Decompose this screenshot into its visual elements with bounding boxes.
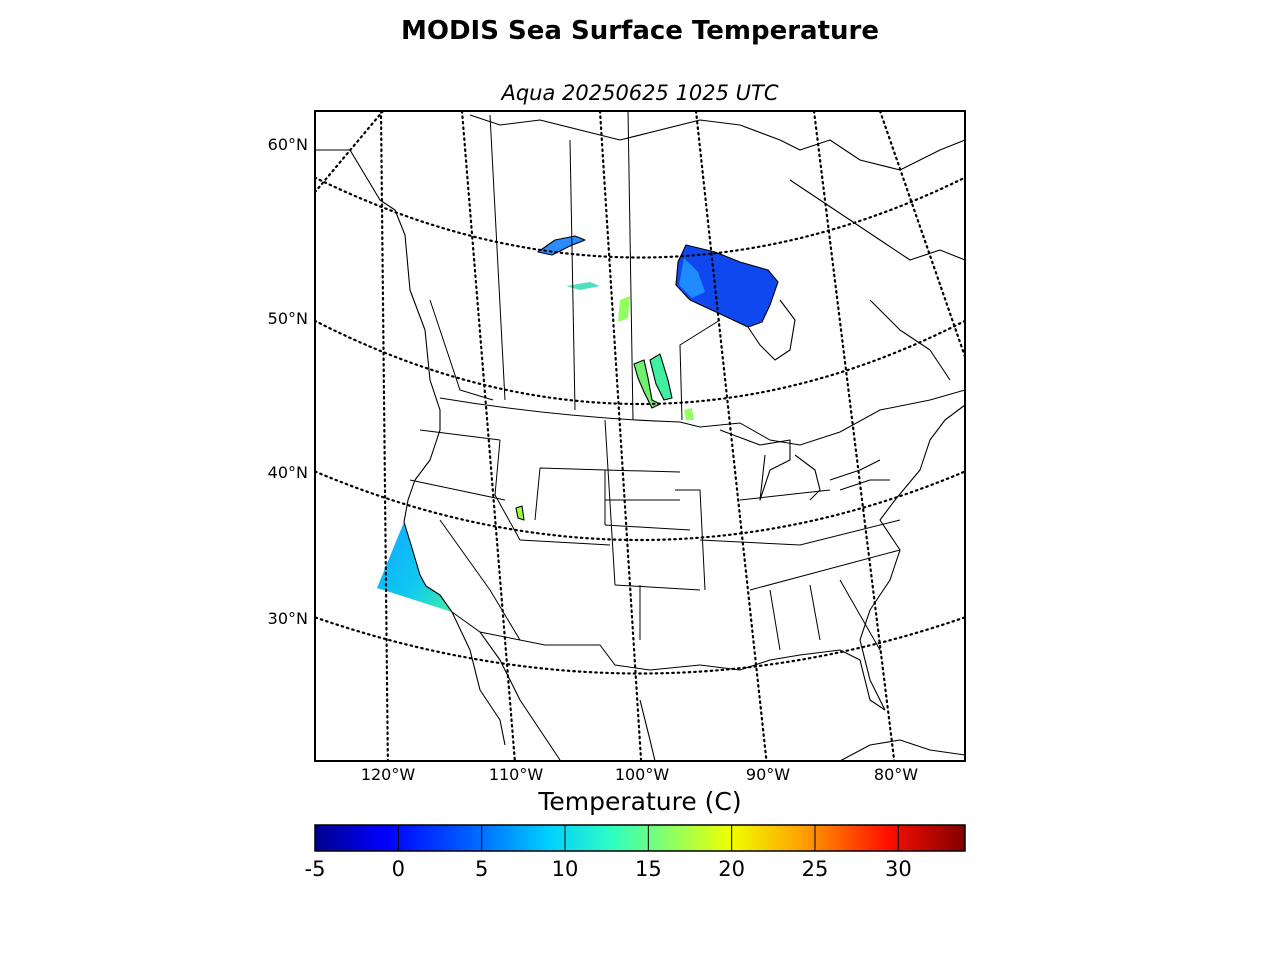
colorbar-tick-label: 10 [552, 857, 579, 881]
pacific-coast [315, 149, 453, 613]
sst-lake-winnipeg [650, 354, 672, 400]
lat-label-30n: 30°N [268, 609, 308, 628]
map-frame [314, 110, 966, 762]
map-panel [314, 110, 966, 762]
sst-lake-manitoba [634, 360, 660, 408]
colorbar-tick-label: 15 [635, 857, 662, 881]
coastlines [315, 114, 965, 761]
figure-title: MODIS Sea Surface Temperature [401, 16, 879, 46]
us-state-grid-east [699, 489, 901, 651]
colorbar-tick-label: 0 [392, 857, 405, 881]
colorbar-tick-label: 20 [718, 857, 745, 881]
colorbar-ticks: -5 0 5 10 15 20 25 30 [305, 825, 912, 881]
colorbar-tick-label: 30 [885, 857, 912, 881]
colorbar-label: Temperature (C) [537, 787, 741, 816]
great-salt-lake [515, 505, 525, 521]
parallel-60n [315, 176, 965, 259]
mexico-gulf-coast [639, 649, 886, 761]
lon-label-110w: 110°W [489, 765, 544, 784]
meridian-80w [812, 111, 896, 761]
canada-province-lines [429, 111, 721, 421]
lake-winnipeg [649, 353, 673, 401]
colorbar: Temperature (C) -5 0 5 10 15 20 25 30 [305, 787, 966, 881]
labrador-coast [789, 179, 965, 381]
sst-hudson-bay-warm [679, 258, 705, 298]
lake-athabasca [537, 235, 586, 256]
sst-hudson-bay [676, 245, 778, 327]
sst-small-lake-1 [566, 282, 600, 290]
colorbar-gradient [314, 824, 966, 852]
colorbar-tick-label: 25 [802, 857, 829, 881]
lon-label-80w: 80°W [874, 765, 918, 784]
meridian-70w [878, 111, 965, 361]
colorbar-tick-label: -5 [305, 857, 326, 881]
parallel-30n [315, 616, 965, 675]
james-bay-coast [747, 299, 796, 361]
lat-label-50n: 50°N [268, 309, 308, 328]
sst-pacific-coast [377, 522, 452, 612]
us-state-grid-central [604, 419, 706, 640]
sst-lake-athabasca [538, 236, 585, 255]
sst-data-layer [377, 236, 778, 612]
parallel-50n [315, 319, 965, 406]
meridian-130w [315, 111, 385, 194]
sst-small-lake-2 [618, 296, 630, 322]
figure-subtitle: Aqua 20250625 1025 UTC [499, 81, 778, 105]
lat-label-40n: 40°N [268, 463, 308, 482]
map-background [315, 111, 965, 761]
atlantic-coast [859, 404, 965, 711]
meridian-120w [379, 111, 389, 761]
lake-manitoba [633, 359, 661, 409]
great-lakes [719, 429, 890, 501]
baja-california [451, 611, 561, 761]
meridian-110w [460, 111, 516, 761]
sst-small-lake-3 [684, 408, 694, 420]
hudson-bay-coast [675, 244, 779, 328]
lon-label-100w: 100°W [615, 765, 670, 784]
lon-label-90w: 90°W [746, 765, 790, 784]
lat-label-60n: 60°N [268, 135, 308, 154]
colorbar-tick-label: 5 [475, 857, 488, 881]
longitude-labels: 120°W 110°W 100°W 90°W 80°W [361, 765, 918, 784]
lon-label-120w: 120°W [361, 765, 416, 784]
meridian-100w [598, 111, 643, 761]
graticule [315, 111, 965, 761]
latitude-labels: 60°N 50°N 40°N 30°N [268, 135, 308, 628]
arctic-coast [469, 114, 965, 171]
us-state-grid-west [409, 429, 611, 641]
cuba-coast [839, 739, 965, 761]
